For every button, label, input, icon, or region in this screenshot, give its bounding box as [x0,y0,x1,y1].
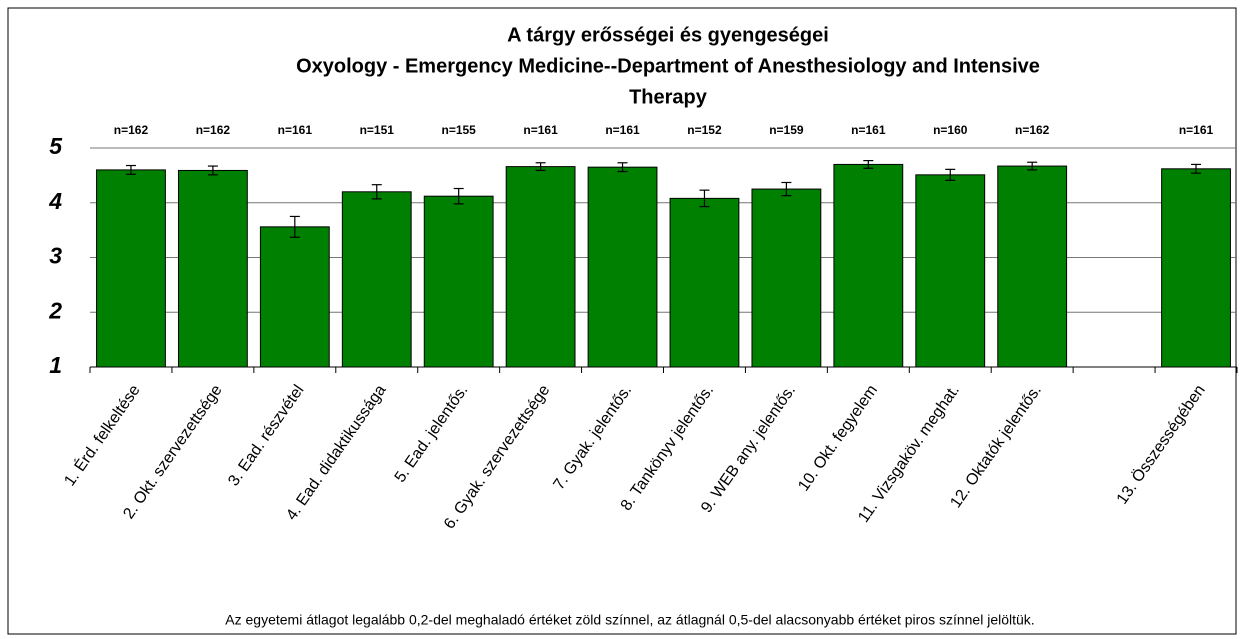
bar [997,165,1068,368]
x-tick-label: 10. Okt. fegyelem [795,382,881,494]
bar [96,169,166,368]
n-label: n=160 [933,123,968,137]
x-tick-label: 8. Tankönyv jelentős. [618,382,717,514]
chart-border [7,7,1237,635]
n-label: n=161 [851,123,886,137]
error-bar [453,187,464,205]
bar [505,166,576,368]
error-bar [535,162,546,172]
n-label: n=155 [441,123,476,137]
y-tick-label: 2 [48,297,62,323]
n-label: n=151 [360,123,395,137]
x-tick-label: 7. Gyak. jelentős. [550,382,635,493]
x-tick-label: 13. Összességében [1113,381,1209,507]
chart-title: A tárgy erősségei és gyengeségei [507,24,829,46]
y-tick-label: 3 [49,243,62,269]
y-tick-label: 4 [48,188,62,214]
bar [423,195,494,368]
n-label: n=162 [114,123,149,137]
bar [833,163,904,368]
bar [587,166,658,368]
bar [669,197,740,368]
n-label: n=161 [605,123,640,137]
error-bar [125,164,136,175]
x-tick-label: 5. Ead. jelentős. [392,382,472,486]
n-label: n=152 [687,123,722,137]
x-tick-label: 2. Okt. szervezettsége [120,382,225,522]
error-bar [699,189,710,208]
n-label: n=162 [1015,123,1050,137]
x-tick-label: 3. Ead. részvétel [225,382,307,489]
error-bar [289,215,300,238]
n-label: n=162 [196,123,231,137]
y-tick-label: 5 [49,133,63,159]
error-bar [371,184,382,200]
footnote: Az egyetemi átlagot legalább 0,2-del meg… [225,612,1034,628]
n-label: n=161 [523,123,558,137]
x-tick-label: 9. WEB any. jelentős. [698,382,799,516]
y-tick-label: 1 [49,352,62,378]
error-bar [945,168,956,181]
n-label: n=161 [1179,123,1214,137]
bar [915,174,986,368]
x-tick-label: 12. Oktatók jelentős. [947,382,1045,511]
bar [341,191,412,368]
bar [259,226,330,368]
error-bar [207,165,218,176]
n-label: n=159 [769,123,804,137]
bar [177,169,248,368]
error-bar [863,159,874,169]
bar [751,188,822,368]
x-tick-label: 1. Érd. felkeltése [60,381,144,490]
error-bar [1027,161,1038,171]
chart-subtitle: Therapy [629,86,708,108]
error-bar [617,162,628,173]
error-bar [1191,163,1202,174]
error-bar [781,181,792,197]
n-label: n=161 [278,123,313,137]
chart-subtitle: Oxyology - Emergency Medicine--Departmen… [296,55,1040,77]
bar [1161,168,1231,368]
